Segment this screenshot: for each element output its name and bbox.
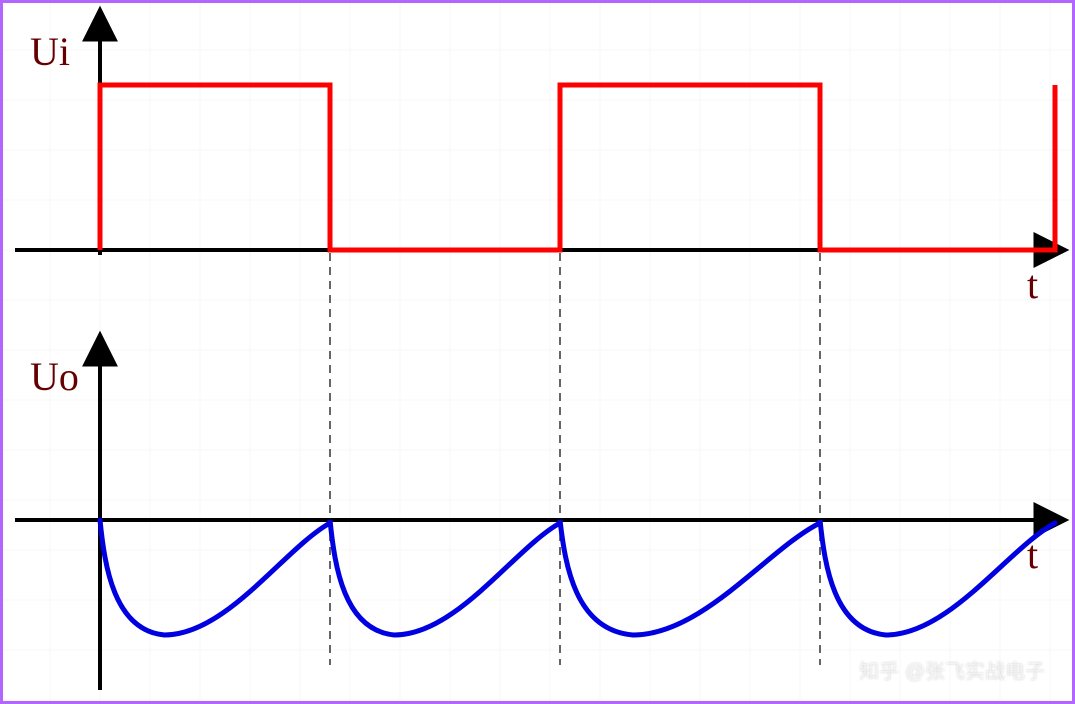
svg-text:t: t bbox=[1027, 262, 1038, 307]
waveform-svg: UitUot bbox=[0, 0, 1075, 704]
svg-text:Uo: Uo bbox=[30, 354, 79, 399]
diagram-canvas: UitUot 知乎 @张飞实战电子 bbox=[0, 0, 1075, 704]
svg-text:Ui: Ui bbox=[30, 29, 70, 74]
